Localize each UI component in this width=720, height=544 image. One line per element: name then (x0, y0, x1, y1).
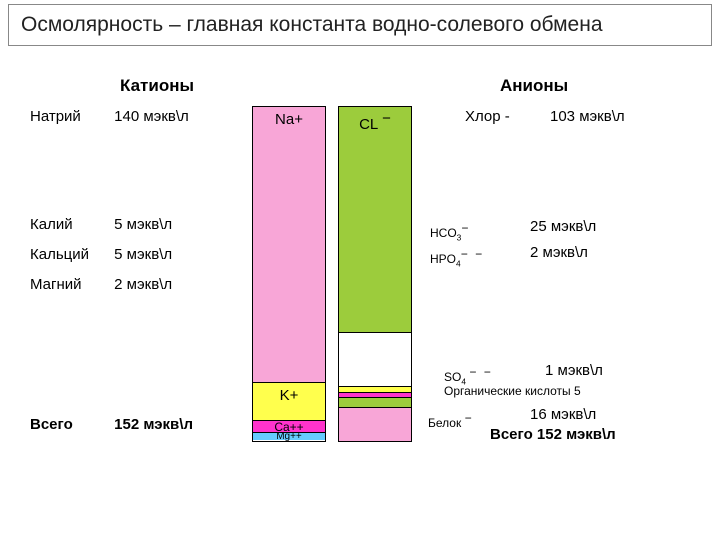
seg-mg: Mg++ (253, 432, 325, 440)
bar-chart: Na+ K+ Ca++ Mg++ CL − (252, 106, 418, 442)
seg-prot (339, 407, 411, 441)
cation-total-value: 152 мэкв\л (114, 416, 193, 433)
anions-column: CL − (338, 106, 412, 442)
cation-mg-value: 2 мэкв\л (114, 276, 172, 293)
anion-cl-name: Хлор - (465, 108, 510, 125)
seg-hco3 (339, 332, 411, 386)
anion-org-label: Органические кислоты 5 (444, 384, 581, 398)
anion-hco3-value: 25 мэкв\л (530, 218, 596, 235)
seg-mg-label: Mg++ (276, 431, 302, 442)
page-title: Осмолярность – главная константа водно-с… (8, 4, 712, 46)
anion-prot-label: Белок − (428, 412, 472, 430)
anion-so4-value: 1 мэкв\л (545, 362, 603, 379)
seg-org (339, 397, 411, 407)
anion-total: Всего 152 мэкв\л (490, 426, 616, 443)
cation-k-value: 5 мэкв\л (114, 216, 172, 233)
seg-na-label: Na+ (275, 111, 303, 128)
cation-k-row: Калий 5 мэкв\л (30, 216, 172, 233)
cation-k-name: Калий (30, 216, 110, 233)
anion-cl-value: 103 мэкв\л (550, 108, 625, 125)
cation-ca-name: Кальций (30, 246, 110, 263)
cation-total-row: Всего 152 мэкв\л (30, 416, 193, 433)
seg-cl-label: CL − (359, 111, 391, 133)
cation-na-name: Натрий (30, 108, 110, 125)
seg-na: Na+ (253, 107, 325, 382)
cation-total-name: Всего (30, 416, 110, 433)
anion-prot-value: 16 мэкв\л (530, 406, 596, 423)
cation-mg-row: Магний 2 мэкв\л (30, 276, 172, 293)
cation-na-value: 140 мэкв\л (114, 108, 189, 125)
cation-mg-name: Магний (30, 276, 110, 293)
cation-na-row: Натрий 140 мэкв\л (30, 108, 189, 125)
anions-header: Анионы (500, 76, 568, 96)
cation-ca-value: 5 мэкв\л (114, 246, 172, 263)
seg-k-label: K+ (280, 387, 299, 404)
anion-hpo4-value: 2 мэкв\л (530, 244, 588, 261)
cation-ca-row: Кальций 5 мэкв\л (30, 246, 172, 263)
seg-k: K+ (253, 382, 325, 420)
anion-hco3-label: HCO3− (430, 222, 469, 242)
anion-hpo4-label: HPO4− − (430, 248, 482, 268)
seg-cl: CL − (339, 107, 411, 332)
cations-column: Na+ K+ Ca++ Mg++ (252, 106, 326, 442)
cations-header: Катионы (120, 76, 194, 96)
